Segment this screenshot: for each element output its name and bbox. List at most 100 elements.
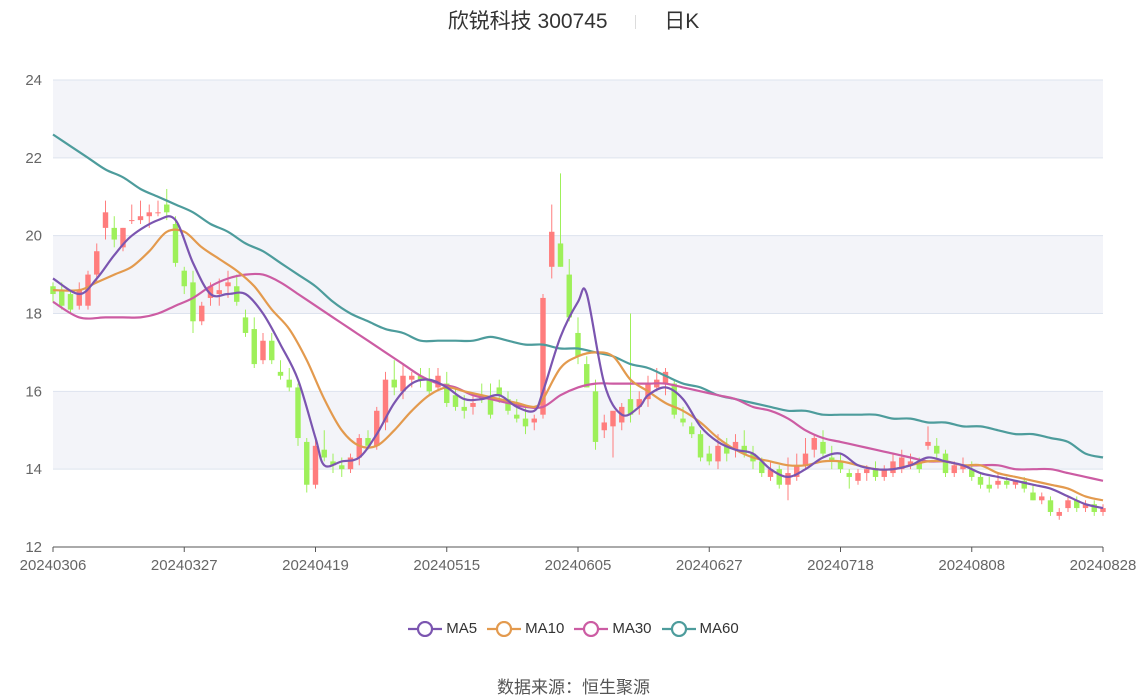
legend-marker-icon — [487, 620, 522, 637]
candle-body — [995, 480, 1001, 485]
legend-marker-icon — [574, 620, 609, 637]
candle-body — [242, 317, 249, 333]
x-tick-label: 20240306 — [20, 557, 87, 574]
candle-body — [452, 395, 459, 407]
candle-body — [356, 438, 362, 458]
candle-body — [820, 441, 826, 454]
candle-body — [260, 340, 266, 361]
candle-body — [575, 332, 581, 357]
series-line-ma10 — [52, 228, 1104, 502]
stock-name: 欣锐科技 300745 — [447, 10, 608, 33]
candle-body — [496, 387, 502, 396]
series-line-ma60 — [52, 133, 1104, 459]
candle-body — [505, 399, 511, 411]
y-tick-label: 16 — [25, 383, 42, 400]
legend-marker-icon — [661, 620, 696, 637]
candle-body — [540, 297, 546, 415]
candle-body — [767, 469, 774, 477]
candle-body — [916, 461, 922, 470]
legend-marker-icon — [408, 620, 443, 637]
candle-body — [837, 461, 844, 470]
candle-body — [785, 473, 791, 485]
candle-body — [426, 379, 432, 392]
candle-body — [1021, 480, 1027, 489]
candle-body — [1082, 504, 1089, 509]
candle-body — [111, 227, 117, 240]
legend-item-ma60[interactable]: MA60 — [661, 620, 739, 637]
source-label: 数据来源： — [497, 678, 582, 697]
candle-body — [1074, 500, 1080, 509]
candle-body — [286, 379, 292, 388]
candle-body — [102, 212, 109, 228]
candle-body — [155, 212, 161, 214]
y-tick-label: 20 — [25, 228, 42, 245]
candle-body — [234, 286, 240, 302]
candle-body — [365, 438, 371, 446]
candle-body — [890, 461, 896, 474]
candle-body — [59, 290, 65, 306]
candle-body — [444, 383, 450, 404]
candle-body — [120, 227, 126, 248]
series-line-ma5 — [52, 215, 1104, 510]
candle-body — [76, 290, 82, 306]
candle-body — [487, 399, 494, 415]
candle-body — [225, 282, 231, 287]
legend-item-ma5[interactable]: MA5 — [408, 620, 477, 637]
y-tick-label: 14 — [25, 461, 42, 478]
candle-body — [689, 426, 695, 435]
x-tick-label: 20240515 — [413, 557, 480, 574]
candle-body — [181, 270, 187, 287]
candle-body — [636, 399, 642, 407]
candle-body — [129, 220, 135, 222]
candle-body — [1100, 508, 1106, 512]
candle-body — [1039, 496, 1045, 501]
title-separator — [635, 15, 637, 30]
candle-body — [339, 465, 345, 470]
candle-body — [846, 473, 852, 477]
x-tick-label: 20240828 — [1070, 557, 1137, 574]
candle-body — [925, 441, 931, 446]
candle-body — [934, 445, 940, 454]
chart-title: 欣锐科技 300745 日K — [0, 6, 1147, 38]
candle-body — [409, 375, 415, 380]
candle-body — [531, 418, 537, 423]
legend-item-ma10[interactable]: MA10 — [487, 620, 564, 637]
candle-body — [207, 286, 214, 298]
candle-body — [382, 379, 389, 423]
candle-body — [330, 461, 336, 466]
candle-body — [601, 422, 607, 431]
candle-body — [706, 453, 712, 462]
candle-body — [417, 375, 424, 380]
legend-item-ma30[interactable]: MA30 — [574, 620, 652, 637]
candle-body — [881, 469, 887, 477]
candle-body — [671, 383, 677, 415]
candle-body — [304, 441, 310, 485]
candle-body — [1012, 480, 1019, 485]
candle-body — [566, 274, 572, 318]
x-tick-label: 20240605 — [545, 557, 612, 574]
y-tick-label: 22 — [25, 150, 42, 167]
candle-body — [1065, 500, 1071, 509]
candle-body — [190, 282, 196, 322]
candle-body — [627, 399, 634, 415]
candle-body — [829, 457, 835, 462]
candle-body — [776, 469, 782, 485]
candle-body — [549, 231, 555, 267]
candle-body — [855, 473, 861, 481]
candle-body — [794, 465, 800, 477]
candle-body — [522, 418, 529, 427]
candle-body — [295, 387, 301, 439]
legend: MA5 MA10 MA30 MA60 — [0, 620, 1147, 641]
legend-label: MA60 — [699, 620, 739, 637]
candle-body — [251, 329, 257, 365]
candle-body — [986, 484, 992, 489]
candle-body — [584, 364, 590, 388]
candle-body — [1056, 511, 1062, 516]
candle-body — [741, 445, 747, 454]
candle-body — [951, 465, 957, 474]
candle-body — [172, 223, 179, 263]
candle-body — [164, 204, 170, 213]
candle-body — [610, 410, 616, 427]
candle-body — [942, 453, 949, 474]
